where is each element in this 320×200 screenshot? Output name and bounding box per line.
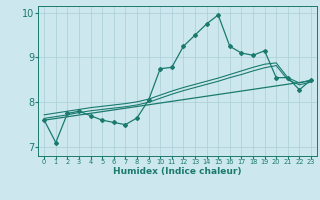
- X-axis label: Humidex (Indice chaleur): Humidex (Indice chaleur): [113, 167, 242, 176]
